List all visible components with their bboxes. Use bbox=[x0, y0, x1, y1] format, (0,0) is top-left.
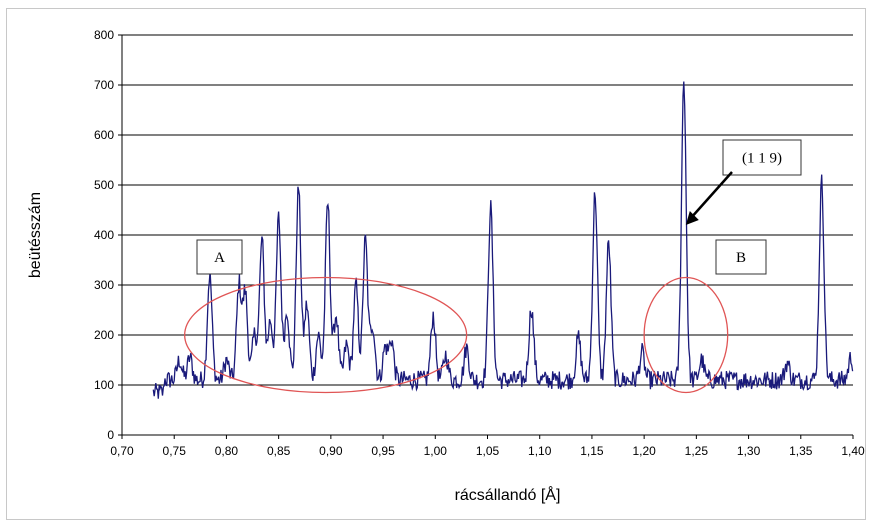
y-tick-label: 800 bbox=[94, 28, 114, 42]
annotation-b-label: B bbox=[736, 250, 746, 266]
data-point bbox=[371, 323, 375, 327]
x-tick-label: 0,80 bbox=[215, 444, 239, 458]
x-tick-label: 1,40 bbox=[841, 444, 865, 458]
x-tick-label: 0,70 bbox=[110, 444, 134, 458]
x-axis-title: rácsállandó [Å] bbox=[455, 485, 561, 504]
data-point bbox=[354, 283, 358, 287]
data-point bbox=[277, 216, 281, 220]
x-tick-label: 0,95 bbox=[371, 444, 395, 458]
data-point bbox=[237, 283, 241, 287]
ellipse-region-a bbox=[184, 276, 468, 394]
data-point bbox=[465, 346, 469, 350]
y-tick-label: 600 bbox=[94, 128, 114, 142]
data-point bbox=[188, 356, 192, 360]
x-tick-label: 1,25 bbox=[685, 444, 709, 458]
y-tick-label: 100 bbox=[94, 378, 114, 392]
data-point bbox=[243, 291, 247, 295]
x-tick-label: 0,75 bbox=[163, 444, 187, 458]
annotation-119-box bbox=[722, 139, 802, 176]
data-point bbox=[607, 241, 611, 245]
y-tick-label: 700 bbox=[94, 78, 114, 92]
y-tick-label: 300 bbox=[94, 278, 114, 292]
x-tick-label: 1,00 bbox=[424, 444, 448, 458]
data-point bbox=[593, 191, 597, 195]
y-tick-label: 0 bbox=[107, 428, 114, 442]
data-point bbox=[444, 353, 448, 357]
x-tick-label: 1,20 bbox=[632, 444, 656, 458]
annotation-a-box bbox=[196, 239, 243, 275]
y-tick-label: 200 bbox=[94, 328, 114, 342]
data-point bbox=[285, 308, 289, 312]
data-point bbox=[849, 356, 853, 360]
annotation-a-label: A bbox=[214, 250, 225, 266]
annotation-119-label: (1 1 9) bbox=[742, 151, 782, 167]
data-point bbox=[305, 303, 309, 307]
ellipse-region-b bbox=[643, 276, 729, 394]
y-tick-label: 500 bbox=[94, 178, 114, 192]
data-point bbox=[316, 333, 320, 337]
data-point bbox=[363, 238, 367, 242]
x-tick-label: 1,30 bbox=[737, 444, 761, 458]
data-point bbox=[576, 336, 580, 340]
data-point bbox=[640, 351, 644, 355]
annotation-arrow-head bbox=[685, 211, 699, 225]
data-point bbox=[383, 346, 387, 350]
x-tick-label: 1,35 bbox=[789, 444, 813, 458]
x-tick-label: 0,90 bbox=[319, 444, 343, 458]
data-point bbox=[389, 338, 393, 342]
x-tick-label: 0,85 bbox=[267, 444, 291, 458]
data-point bbox=[345, 343, 349, 347]
x-tick-label: 1,15 bbox=[580, 444, 604, 458]
data-point bbox=[177, 358, 181, 362]
x-tick-label: 1,10 bbox=[528, 444, 552, 458]
data-point bbox=[682, 78, 686, 82]
data-point bbox=[529, 306, 533, 310]
data-point bbox=[268, 318, 272, 322]
data-point bbox=[700, 358, 704, 362]
data-point bbox=[489, 206, 493, 210]
data-point bbox=[785, 361, 789, 365]
data-point bbox=[431, 313, 435, 317]
data-point bbox=[296, 186, 300, 190]
data-point bbox=[820, 181, 824, 185]
data-point bbox=[326, 201, 330, 205]
x-tick-label: 1,05 bbox=[476, 444, 500, 458]
data-series-line bbox=[152, 81, 854, 399]
data-point bbox=[260, 238, 264, 242]
data-point bbox=[334, 313, 338, 317]
y-axis-title: beütésszám bbox=[27, 192, 44, 278]
data-point bbox=[253, 333, 257, 337]
y-tick-label: 400 bbox=[94, 228, 114, 242]
data-point bbox=[224, 358, 228, 362]
annotation-b-box bbox=[715, 239, 767, 275]
annotation-arrow-line bbox=[690, 171, 733, 218]
